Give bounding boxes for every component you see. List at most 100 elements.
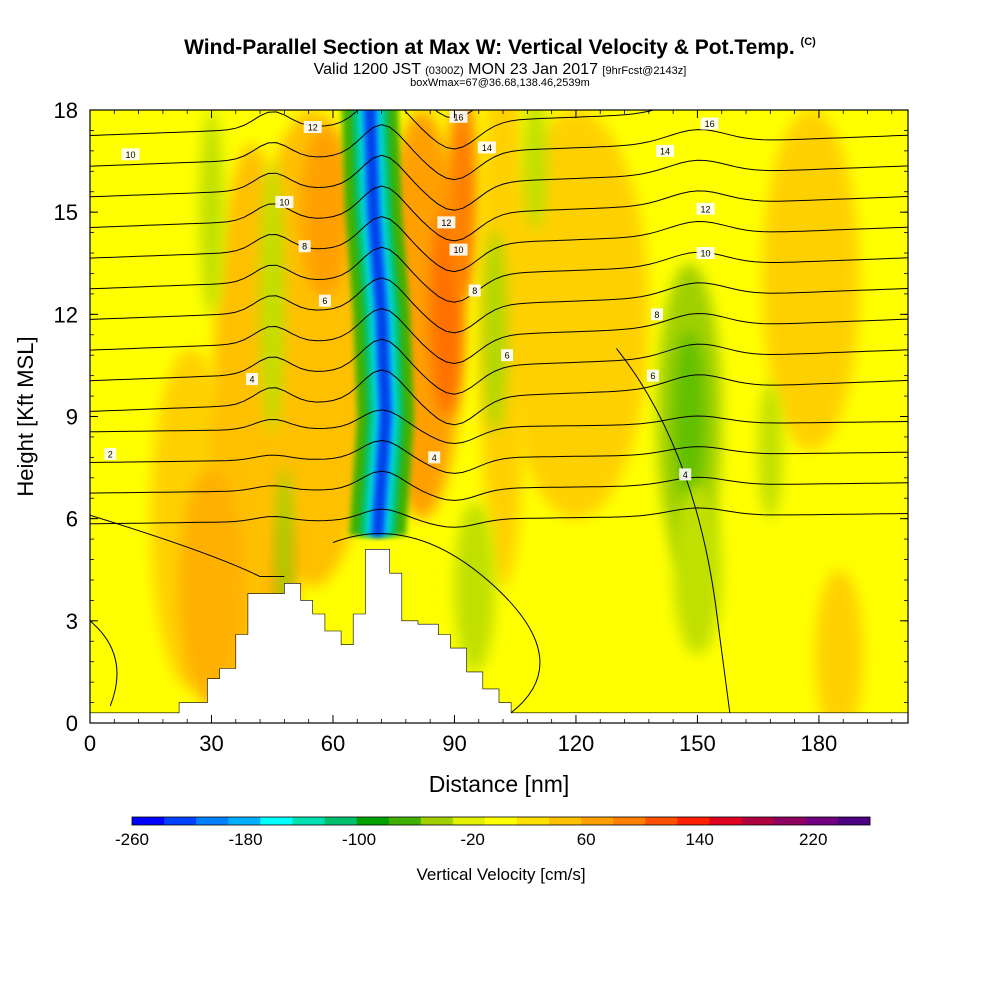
theta-contours	[90, 110, 908, 714]
contour-label-bg	[679, 468, 692, 481]
colorbar-swatch	[549, 817, 582, 825]
contour-label-text: 10	[701, 249, 711, 259]
y-tick-label: 18	[54, 98, 78, 123]
x-tick-label: 90	[442, 731, 466, 756]
contour-label-bg	[121, 148, 140, 161]
x-tick-label: 0	[84, 731, 96, 756]
contour-label-bg	[700, 117, 719, 130]
colorbar-tick-label: -20	[460, 830, 485, 849]
colorbar-tick-label: -180	[229, 830, 263, 849]
contour-label-bg	[245, 373, 258, 386]
colorbar-swatch	[164, 817, 197, 825]
contour-label-text: 12	[441, 218, 451, 228]
theta-contour-label: 10	[275, 195, 294, 208]
contour-label-text: 2	[108, 449, 113, 459]
contour-label-text: 14	[660, 146, 670, 156]
contour-label-bg	[696, 247, 715, 260]
w-shade	[523, 110, 548, 230]
contour-label-text: 16	[705, 119, 715, 129]
theta-contour	[90, 514, 285, 578]
theta-contour-label: 6	[501, 349, 514, 362]
contour-label-text: 12	[308, 123, 318, 133]
downdraft-plume	[366, 110, 389, 536]
theta-contour-label: 8	[298, 240, 311, 253]
chart-title: Wind-Parallel Section at Max W: Vertical…	[184, 36, 816, 59]
contour-label-bg	[428, 451, 441, 464]
y-tick-label: 15	[54, 200, 78, 225]
contour-label-bg	[650, 308, 663, 321]
y-tick-label: 12	[54, 302, 78, 327]
w-shade	[179, 467, 244, 706]
contour-label-bg	[501, 349, 514, 362]
colorbar-swatch	[741, 817, 775, 825]
w-shade	[300, 127, 350, 298]
theta-contour	[90, 620, 118, 707]
theta-contour-label: 12	[437, 216, 456, 229]
theta-contour	[90, 308, 908, 365]
contour-label-bg	[303, 121, 322, 134]
contour-label-bg	[656, 144, 675, 157]
theta-contour	[90, 124, 908, 181]
colorbar-swatch	[420, 817, 454, 825]
contour-label-bg	[298, 240, 311, 253]
theta-contour-label: 14	[656, 144, 675, 157]
theta-contour-label: 16	[449, 110, 468, 123]
theta-contour-label: 2	[104, 447, 117, 460]
x-axis-label: Distance [nm]	[429, 771, 570, 797]
theta-contour	[90, 154, 908, 211]
contour-label-bg	[477, 141, 496, 154]
colorbar-swatch	[324, 817, 358, 825]
y-tick-label: 6	[66, 507, 78, 532]
theta-contour	[90, 246, 908, 303]
theta-contour	[90, 439, 908, 474]
theta-contour-label: 6	[318, 294, 331, 307]
theta-contour	[90, 470, 908, 501]
colorbar-swatch	[645, 817, 678, 825]
colorbar-tick-label: 220	[799, 830, 827, 849]
x-tick-label: 150	[679, 731, 716, 756]
theta-contour-label: 12	[303, 121, 322, 134]
theta-contour-label: 6	[646, 369, 659, 382]
theta-contour-label: 4	[679, 468, 692, 481]
y-axis-label: Height [Kft MSL]	[13, 336, 38, 496]
terrain	[89, 549, 909, 724]
theta-contour	[90, 369, 908, 426]
colorbar-label: Vertical Velocity [cm/s]	[416, 865, 585, 884]
colorbar-swatch	[837, 817, 871, 825]
theta-contour-label: 16	[700, 117, 719, 130]
contour-label-text: 16	[453, 112, 463, 122]
colorbar-swatch	[260, 817, 293, 825]
theta-contour	[90, 507, 908, 528]
colorbar-swatch	[773, 817, 807, 825]
theta-contour	[90, 338, 908, 395]
colorbar-tick-label: -260	[115, 830, 149, 849]
colorbar-swatch	[613, 817, 646, 825]
contour-label-bg	[449, 243, 468, 256]
colorbar-swatch	[196, 817, 229, 825]
x-tick-label: 30	[199, 731, 223, 756]
colorbar-swatch	[292, 817, 326, 825]
theta-contour-label: 10	[696, 247, 715, 260]
axes: 0 30 60 90 120 150 180 0 3 6 9 12 15 18 Distance [nm] H…	[13, 98, 909, 797]
vertical-velocity-field	[90, 110, 908, 723]
contour-label-bg	[104, 447, 117, 460]
colorbar-swatch	[388, 817, 422, 825]
colorbar-tick-label: -100	[342, 830, 376, 849]
w-shade	[454, 501, 495, 672]
chart-subtitle: Valid 1200 JST (0300Z) MON 23 Jan 2017 […	[313, 61, 687, 78]
contour-label-bg	[646, 369, 659, 382]
colorbar: -260 -180 -100 -20 60 140 220 Vertical Velocity…	[115, 816, 871, 884]
colorbar-frame	[131, 816, 871, 826]
theta-contour-label: 8	[468, 284, 481, 297]
contour-label-text: 10	[125, 150, 135, 160]
colorbar-swatch	[709, 817, 743, 825]
contour-label-bg	[696, 202, 715, 215]
theta-contour	[90, 409, 908, 445]
theta-contour-label: 14	[477, 141, 496, 154]
colorbar-swatch	[356, 817, 390, 825]
w-shade	[446, 110, 479, 298]
x-tick-label: 60	[321, 731, 345, 756]
contour-label-bg	[437, 216, 456, 229]
colorbar-swatch	[132, 817, 165, 825]
